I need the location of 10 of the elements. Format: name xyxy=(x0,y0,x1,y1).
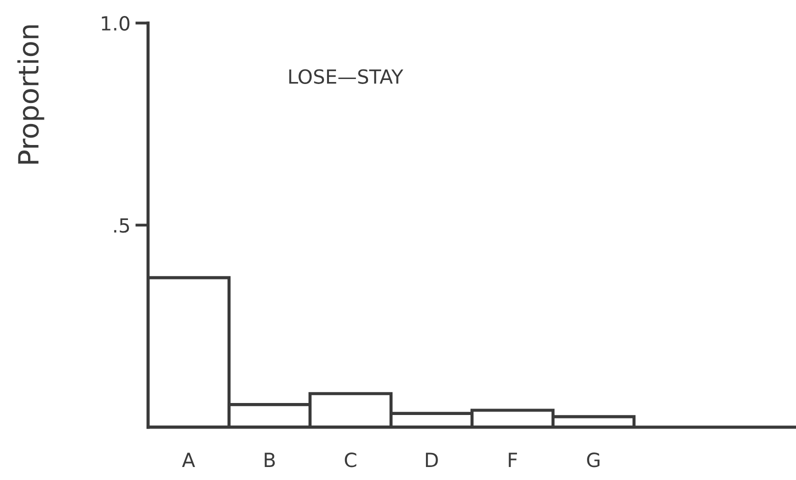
y-tick-label: .5 xyxy=(114,218,129,233)
x-tick-label: B xyxy=(264,452,275,467)
x-tick-label: C xyxy=(344,452,356,468)
annotation: LOSE—STAY xyxy=(289,69,404,84)
x-tick-label: F xyxy=(508,452,517,467)
y-axis-title: Proportion xyxy=(17,25,44,164)
x-tick-label: A xyxy=(182,452,196,467)
y-tick-label: 1.0 xyxy=(102,16,130,31)
x-tick-label: D xyxy=(426,452,438,467)
x-tick-label: G xyxy=(587,452,600,468)
